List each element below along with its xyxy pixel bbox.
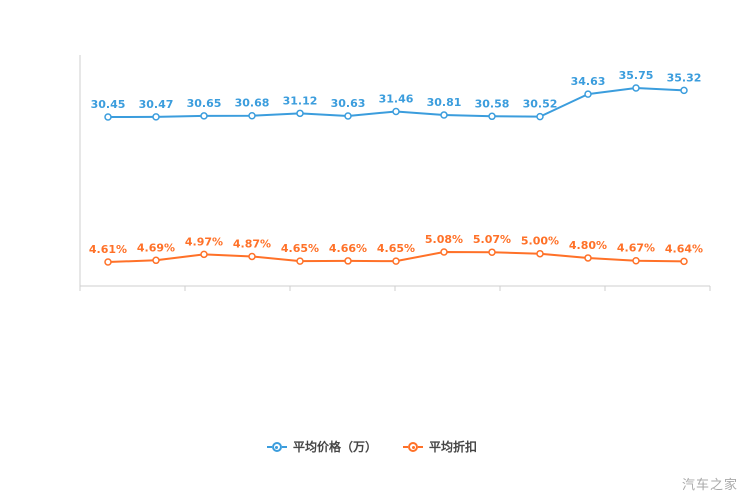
svg-text:30.63: 30.63: [331, 97, 366, 110]
svg-text:4.97%: 4.97%: [185, 235, 223, 248]
svg-text:34.63: 34.63: [571, 75, 606, 88]
svg-text:31.12: 31.12: [283, 94, 318, 107]
svg-text:35.75: 35.75: [619, 69, 654, 82]
legend-label-average-discount: 平均折扣: [429, 440, 478, 454]
svg-text:5.07%: 5.07%: [473, 233, 511, 246]
average-discount-series-marker-icon: [403, 442, 423, 452]
svg-text:30.65: 30.65: [187, 97, 222, 110]
svg-text:4.67%: 4.67%: [617, 242, 655, 255]
svg-text:4.87%: 4.87%: [233, 237, 271, 250]
svg-text:4.80%: 4.80%: [569, 239, 607, 252]
svg-text:4.65%: 4.65%: [281, 242, 319, 255]
svg-text:30.52: 30.52: [523, 98, 558, 111]
svg-text:30.68: 30.68: [235, 97, 270, 110]
svg-text:4.66%: 4.66%: [329, 242, 367, 255]
svg-text:30.81: 30.81: [427, 96, 462, 109]
svg-text:30.47: 30.47: [139, 98, 174, 111]
svg-text:35.32: 35.32: [667, 71, 702, 84]
chart-legend: 平均价格（万） 平均折扣: [0, 441, 744, 453]
svg-text:4.64%: 4.64%: [665, 242, 703, 255]
legend-item-average-discount[interactable]: 平均折扣: [403, 441, 477, 453]
average-price-series-marker-icon: [266, 442, 287, 452]
svg-text:4.69%: 4.69%: [137, 241, 175, 254]
watermark-autohome: 汽车之家: [681, 478, 738, 493]
svg-text:4.65%: 4.65%: [377, 242, 415, 255]
legend-item-average-price[interactable]: 平均价格（万）: [266, 440, 377, 454]
svg-text:5.00%: 5.00%: [521, 235, 559, 248]
svg-text:5.08%: 5.08%: [425, 233, 463, 246]
legend-label-average-price: 平均价格（万）: [292, 440, 377, 454]
svg-text:4.61%: 4.61%: [89, 243, 127, 256]
svg-text:30.58: 30.58: [475, 97, 510, 110]
svg-text:31.46: 31.46: [379, 92, 414, 105]
svg-text:30.45: 30.45: [91, 98, 126, 111]
